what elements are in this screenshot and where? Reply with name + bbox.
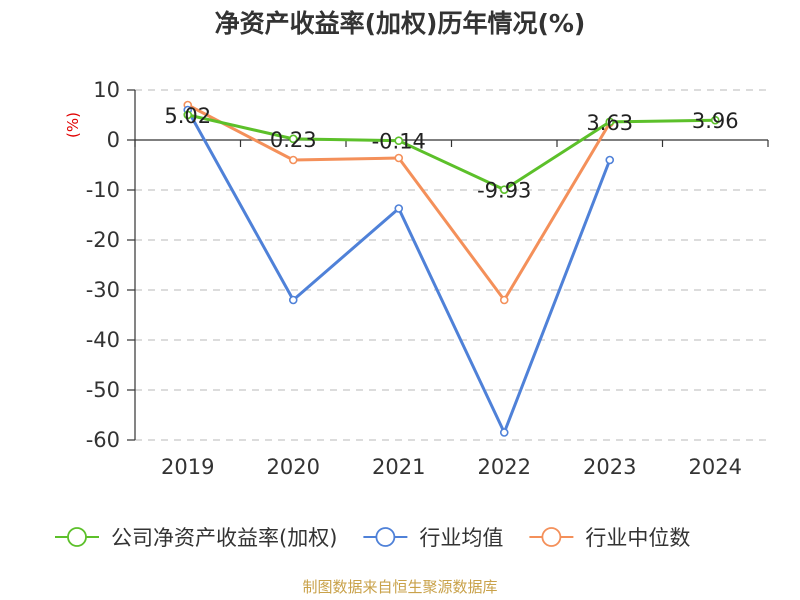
y-tick-label: -60 — [86, 428, 120, 452]
chart-title: 净资产收益率(加权)历年情况(%) — [215, 9, 586, 38]
data-point — [394, 204, 404, 213]
data-point — [394, 136, 404, 145]
data-point — [288, 155, 298, 165]
y-tick-label: 10 — [93, 78, 120, 102]
legend-marker — [375, 527, 396, 547]
y-tick-label: -40 — [86, 328, 120, 352]
y-tick-label: -30 — [86, 278, 120, 302]
series-line — [187, 113, 716, 192]
source-note: 制图数据来自恒生聚源数据库 — [302, 578, 497, 596]
data-label: 3.63 — [586, 111, 633, 135]
data-point — [605, 155, 615, 165]
data-point — [710, 115, 720, 125]
data-point — [394, 153, 404, 163]
legend: 公司净资产收益率(加权) 行业均值 行业中位数 — [55, 526, 690, 550]
y-tick-label: 0 — [107, 128, 120, 152]
data-label: 5.02 — [164, 104, 211, 128]
x-tick-label: 2021 — [372, 455, 425, 479]
x-tick-label: 2019 — [161, 455, 214, 479]
grid — [135, 89, 768, 441]
data-point — [183, 110, 193, 120]
y-tick-label: -10 — [86, 178, 120, 202]
y-axis-label: (%) — [64, 112, 82, 138]
legend-label: 公司净资产收益率(加权) — [111, 526, 337, 550]
y-tick-label: -20 — [86, 228, 120, 252]
data-point — [605, 117, 615, 127]
series-lines — [183, 100, 720, 437]
legend-label: 行业中位数 — [585, 526, 690, 550]
legend-marker — [541, 527, 562, 547]
axes: 10 0 -10 -20 -30 -40 -50 -60 2019 2020 2021 2022 202… — [86, 78, 769, 479]
x-tick-label: 2023 — [583, 455, 636, 479]
data-labels: 5.02 0.23 -0.14 -9.93 3.63 3.96 — [164, 104, 738, 203]
data-point — [499, 185, 509, 194]
x-tick-label: 2022 — [478, 455, 531, 479]
data-point — [499, 295, 509, 305]
data-point — [499, 428, 509, 437]
data-label: 3.96 — [692, 109, 739, 133]
data-label: -0.14 — [372, 130, 426, 154]
data-point — [288, 134, 298, 144]
legend-marker — [67, 527, 87, 547]
data-label: 0.23 — [270, 128, 317, 152]
data-label: -9.93 — [477, 179, 531, 203]
y-tick-label: -50 — [86, 378, 120, 402]
x-tick-label: 2024 — [689, 455, 742, 479]
x-tick-label: 2020 — [267, 455, 320, 479]
legend-label: 行业均值 — [419, 526, 503, 550]
data-point — [288, 295, 298, 305]
